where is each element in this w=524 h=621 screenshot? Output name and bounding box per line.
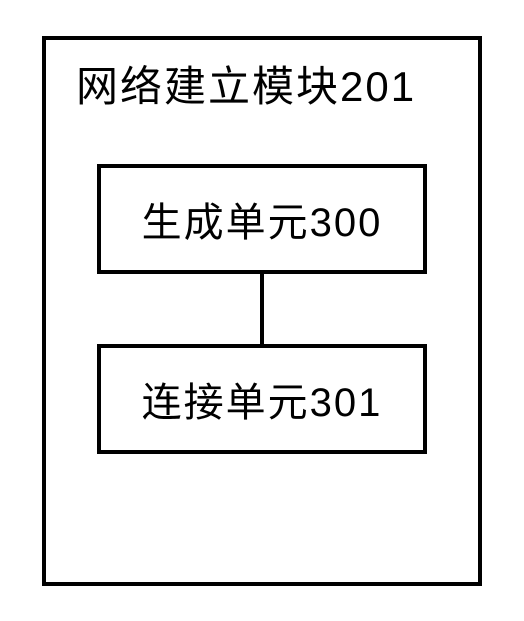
- connector-line: [260, 274, 264, 344]
- connect-unit-box: 连接单元301: [97, 344, 427, 454]
- connect-unit-label: 连接单元301: [142, 370, 383, 428]
- generate-unit-label: 生成单元300: [142, 190, 383, 248]
- generate-unit-box: 生成单元300: [97, 164, 427, 274]
- module-title: 网络建立模块201: [76, 60, 448, 115]
- module-container: 网络建立模块201 生成单元300 连接单元301: [42, 36, 482, 586]
